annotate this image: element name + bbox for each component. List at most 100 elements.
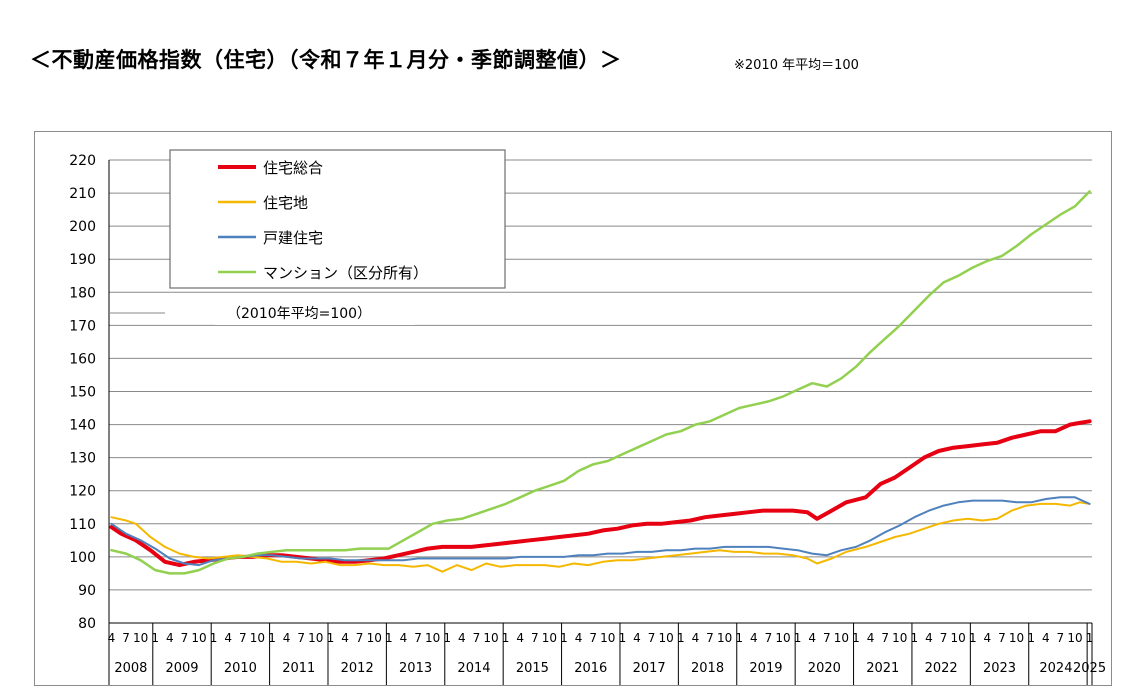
x-year-label: 2015	[516, 661, 549, 676]
series-line-4	[110, 190, 1091, 575]
page-title: ＜不動産価格指数（住宅）（令和７年１月分・季節調整値）＞	[30, 48, 622, 72]
index-base-note: ※2010 年平均＝100	[734, 58, 859, 73]
x-year-label: 2018	[691, 661, 724, 676]
x-year-label: 2011	[282, 661, 315, 676]
x-month-label: 4	[400, 631, 408, 645]
x-month-label: 4	[283, 631, 291, 645]
x-month-label: 4	[224, 631, 232, 645]
x-month-label: 10	[951, 631, 966, 645]
x-month-label: 1	[969, 631, 977, 645]
x-month-label: 1	[677, 631, 685, 645]
x-month-label: 10	[425, 631, 440, 645]
legend-label: 戸建住宅	[263, 229, 323, 247]
x-month-label: 1	[210, 631, 218, 645]
x-month-label: 4	[516, 631, 524, 645]
x-month-label: 10	[1067, 631, 1082, 645]
x-year-label: 2022	[925, 661, 958, 676]
y-tick-label: 120	[69, 484, 96, 500]
x-month-label: 7	[122, 631, 130, 645]
x-month-label: 1	[385, 631, 393, 645]
x-month-label: 4	[575, 631, 583, 645]
x-month-label: 1	[1086, 631, 1094, 645]
y-tick-label: 130	[69, 451, 96, 467]
x-month-label: 4	[458, 631, 466, 645]
x-month-label: 7	[589, 631, 597, 645]
x-year-label: 2024	[1039, 661, 1072, 676]
x-month-label: 7	[297, 631, 305, 645]
x-month-label: 1	[619, 631, 627, 645]
x-month-label: 10	[191, 631, 206, 645]
y-tick-label: 220	[69, 153, 96, 169]
y-tick-label: 110	[69, 517, 96, 533]
x-month-label: 7	[414, 631, 422, 645]
y-tick-label: 140	[69, 418, 96, 434]
x-month-label: 7	[706, 631, 714, 645]
x-month-label: 4	[1042, 631, 1050, 645]
x-month-label: 4	[984, 631, 992, 645]
x-month-label: 4	[166, 631, 174, 645]
series-line-1	[109, 419, 1092, 568]
y-tick-label: 200	[69, 219, 96, 235]
x-year-label: 2020	[808, 661, 841, 676]
x-year-label: 2017	[633, 661, 666, 676]
x-month-label: 7	[531, 631, 539, 645]
x-month-label: 10	[834, 631, 849, 645]
x-month-label: 4	[808, 631, 816, 645]
x-month-label: 4	[692, 631, 700, 645]
x-month-label: 4	[925, 631, 933, 645]
x-year-label: 2023	[983, 661, 1016, 676]
x-month-label: 1	[911, 631, 919, 645]
y-tick-label: 190	[69, 252, 96, 268]
y-tick-label: 100	[69, 550, 96, 566]
x-month-label: 10	[659, 631, 674, 645]
legend-label: マンション（区分所有）	[263, 264, 428, 282]
chart-frame: 80 90 100 110 120 130 140 150 160 170 180 190 200 210…	[34, 131, 1112, 686]
x-month-label: 10	[775, 631, 790, 645]
x-year-label: 2013	[399, 661, 432, 676]
y-tick-label: 210	[69, 186, 96, 202]
x-month-label: 7	[823, 631, 831, 645]
x-month-label: 10	[717, 631, 732, 645]
x-year-label: 2021	[866, 661, 899, 676]
x-month-label: 7	[181, 631, 189, 645]
x-year-label: 2016	[574, 661, 607, 676]
series-line-3	[110, 496, 1091, 567]
x-month-label: 10	[133, 631, 148, 645]
y-tick-label: 150	[69, 385, 96, 401]
x-month-label: 1	[151, 631, 159, 645]
x-month-label: 7	[1057, 631, 1065, 645]
line-chart: 8090100110120130140150160170180190200210…	[69, 149, 1106, 685]
x-month-label: 10	[600, 631, 615, 645]
annotation-bg	[215, 303, 415, 325]
x-year-label: 2008	[114, 661, 147, 676]
x-month-label: 7	[881, 631, 889, 645]
x-month-label: 10	[308, 631, 323, 645]
x-year-label: 2012	[341, 661, 374, 676]
x-month-label: 1	[443, 631, 451, 645]
y-tick-label: 160	[69, 351, 96, 367]
x-month-label: 1	[327, 631, 335, 645]
x-month-label: 7	[940, 631, 948, 645]
x-month-label: 7	[765, 631, 773, 645]
x-month-label: 10	[892, 631, 907, 645]
series-line-2	[110, 501, 1091, 573]
x-month-label: 7	[648, 631, 656, 645]
x-month-label: 10	[250, 631, 265, 645]
x-month-label: 1	[268, 631, 276, 645]
y-tick-label: 180	[69, 285, 96, 301]
chart-annotation: （2010年平均=100）	[227, 306, 371, 322]
legend-label: 住宅総合	[263, 159, 323, 177]
x-month-label: 4	[867, 631, 875, 645]
x-month-label: 1	[560, 631, 568, 645]
x-month-label: 4	[108, 631, 116, 645]
x-month-label: 10	[1009, 631, 1024, 645]
x-month-label: 4	[750, 631, 758, 645]
x-month-label: 10	[483, 631, 498, 645]
x-year-label: 2010	[224, 661, 257, 676]
legend-label: 住宅地	[263, 194, 308, 212]
x-month-label: 1	[1027, 631, 1035, 645]
x-year-label: 2014	[457, 661, 490, 676]
x-year-label: 2025	[1073, 661, 1106, 676]
x-month-label: 1	[794, 631, 802, 645]
x-year-label: 2009	[165, 661, 198, 676]
